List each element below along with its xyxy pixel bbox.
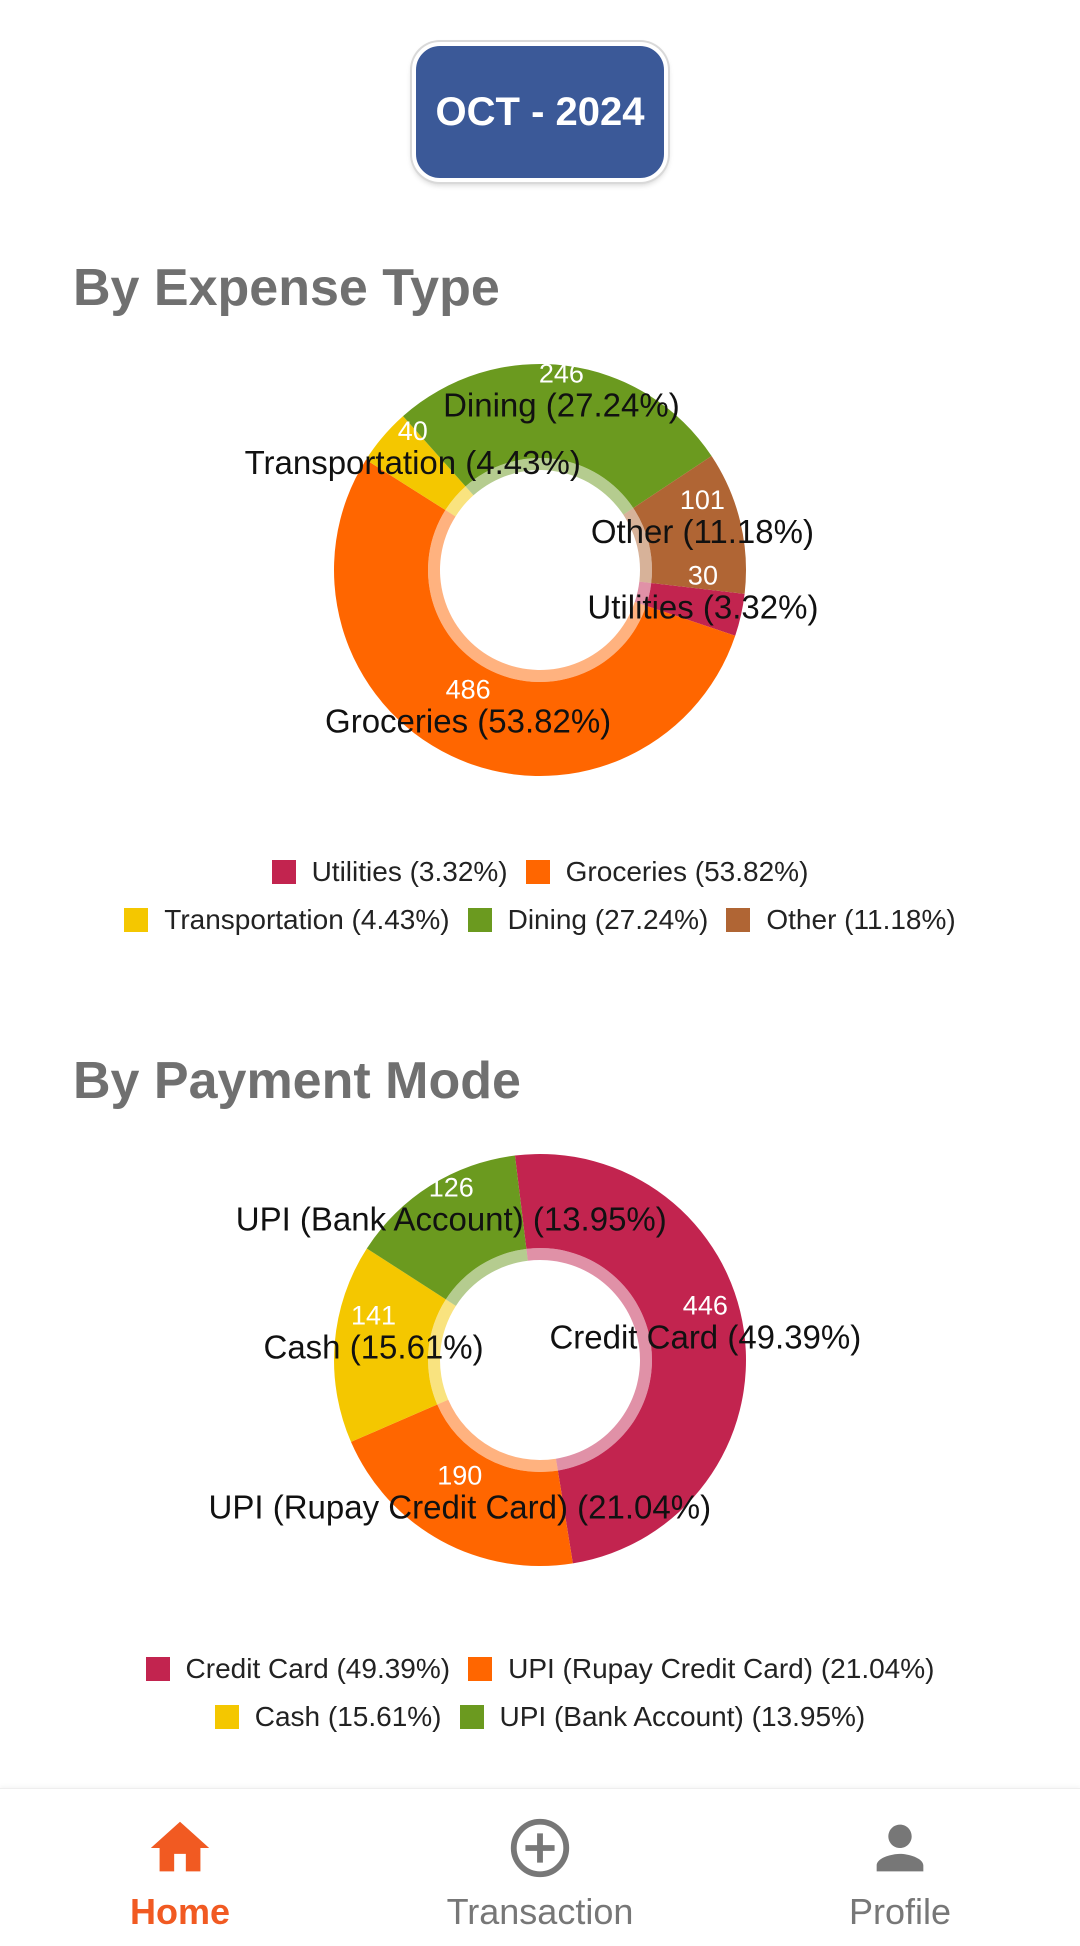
legend-item-upi-bank-account[interactable]: UPI (Bank Account) (13.95%): [459, 1701, 866, 1733]
legend-swatch-utilities: [271, 860, 296, 884]
payment-mode-title: By Payment Mode: [73, 1052, 521, 1110]
nav-item-transaction[interactable]: Transaction: [360, 1789, 720, 1946]
legend-row: Credit Card (49.39%) UPI (Rupay Credit Ca…: [40, 1645, 1040, 1693]
slice-label-utilities: Utilities (3.32%): [587, 589, 818, 626]
home-icon: [150, 1821, 210, 1872]
value-label-dining: 246: [539, 358, 584, 388]
legend-label-cash: Cash (15.61%): [254, 1701, 442, 1732]
slice-label-credit-card: Credit Card (49.39%): [549, 1319, 861, 1356]
slice-inner-ring-transportation: [445, 486, 474, 517]
slice-label-upi-rupay-credit-card: UPI (Rupay Credit Card) (21.04%): [209, 1488, 712, 1525]
bottom-navigation: Home Transaction Profile: [0, 1788, 1080, 1946]
legend-swatch-transportation: [124, 908, 149, 932]
slice-label-upi-bank-account: UPI (Bank Account) (13.95%): [236, 1201, 667, 1238]
slice-transportation[interactable]: [366, 416, 466, 511]
legend-swatch-other: [726, 908, 751, 932]
legend-item-credit-card[interactable]: Credit Card (49.39%): [145, 1653, 451, 1685]
nav-label-profile: Profile: [848, 1891, 952, 1932]
slice-other[interactable]: [633, 455, 746, 594]
nav-item-profile[interactable]: Profile: [720, 1789, 1080, 1946]
legend-swatch-groceries: [525, 860, 550, 884]
value-label-groceries: 486: [446, 675, 491, 705]
slice-cash[interactable]: [334, 1248, 446, 1442]
legend-item-dining[interactable]: Dining (27.24%): [467, 904, 709, 936]
expense-type-title: By Expense Type: [73, 259, 500, 317]
slice-inner-ring-upi-bank-account: [445, 1248, 528, 1306]
value-label-upi-bank-account: 126: [429, 1173, 474, 1203]
month-selector-button[interactable]: OCT - 2024: [412, 42, 668, 182]
slice-utilities[interactable]: [646, 582, 745, 636]
legend-label-credit-card: Credit Card (49.39%): [185, 1653, 451, 1684]
nav-label-home: Home: [129, 1891, 231, 1932]
nav-item-home[interactable]: Home: [0, 1789, 360, 1946]
slice-dining[interactable]: [403, 364, 712, 509]
value-label-credit-card: 446: [683, 1291, 728, 1321]
legend-item-cash[interactable]: Cash (15.61%): [214, 1701, 442, 1733]
legend-swatch-cash: [214, 1705, 239, 1729]
slice-label-cash: Cash (15.61%): [264, 1328, 484, 1365]
legend-label-other: Other (11.18%): [766, 904, 956, 935]
slice-inner-ring-dining: [465, 458, 634, 515]
value-label-upi-rupay-credit-card: 190: [437, 1460, 482, 1490]
legend-item-groceries[interactable]: Groceries (53.82%): [525, 856, 809, 888]
slice-inner-ring-other: [623, 508, 652, 583]
legend-label-upi-rupay-credit-card: UPI (Rupay Credit Card) (21.04%): [508, 1653, 935, 1684]
legend-label-groceries: Groceries (53.82%): [565, 856, 809, 887]
slice-upi-bank-account[interactable]: [366, 1155, 527, 1300]
slice-upi-rupay-credit-card[interactable]: [350, 1404, 573, 1566]
legend-item-other[interactable]: Other (11.18%): [726, 904, 956, 936]
slice-label-dining: Dining (27.24%): [443, 386, 680, 423]
value-label-transportation: 40: [398, 416, 428, 446]
legend-label-upi-bank-account: UPI (Bank Account) (13.95%): [499, 1701, 866, 1732]
legend-label-utilities: Utilities (3.32%): [311, 856, 508, 887]
slice-credit-card[interactable]: [514, 1154, 747, 1564]
legend-swatch-credit-card: [145, 1657, 170, 1681]
slice-inner-ring-upi-rupay-credit-card: [437, 1399, 558, 1472]
slice-groceries[interactable]: [334, 459, 736, 776]
legend-item-upi-rupay-credit-card[interactable]: UPI (Rupay Credit Card) (21.04%): [468, 1653, 934, 1685]
legend-row: Utilities (3.32%) Groceries (53.82%): [40, 848, 1040, 896]
value-label-other: 101: [680, 485, 725, 515]
legend-item-utilities[interactable]: Utilities (3.32%): [271, 856, 508, 888]
slice-label-other: Other (11.18%): [591, 513, 814, 550]
legend-label-transportation: Transportation (4.43%): [164, 904, 450, 935]
slice-label-transportation: Transportation (4.43%): [245, 444, 581, 481]
value-label-cash: 141: [351, 1300, 396, 1330]
slice-inner-ring-utilities: [634, 581, 652, 606]
legend-swatch-upi-rupay-credit-card: [468, 1657, 493, 1681]
expense-type-legend: Utilities (3.32%) Groceries (53.82%) Trans…: [40, 848, 1040, 944]
value-label-utilities: 30: [688, 561, 718, 591]
person-icon: [876, 1824, 924, 1872]
slice-inner-ring-cash: [428, 1299, 456, 1405]
legend-item-transportation[interactable]: Transportation (4.43%): [124, 904, 450, 936]
add-circle-icon: [510, 1818, 570, 1878]
legend-row: Cash (15.61%) UPI (Bank Account) (13.95%): [40, 1693, 1040, 1741]
legend-label-dining: Dining (27.24%): [507, 904, 709, 935]
legend-row: Transportation (4.43%) Dining (27.24%) Oth…: [40, 896, 1040, 944]
legend-swatch-dining: [467, 908, 492, 932]
payment-mode-legend: Credit Card (49.39%) UPI (Rupay Credit Ca…: [40, 1645, 1040, 1741]
legend-swatch-upi-bank-account: [459, 1705, 484, 1729]
slice-label-groceries: Groceries (53.82%): [325, 703, 611, 740]
nav-label-transaction: Transaction: [446, 1891, 634, 1932]
